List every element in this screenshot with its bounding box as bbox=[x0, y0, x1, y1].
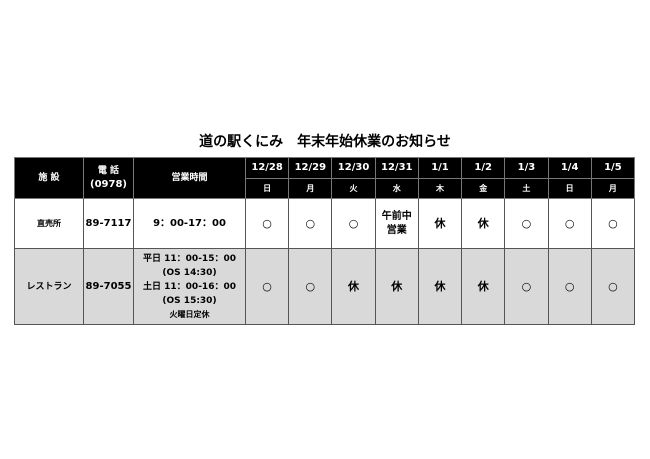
date-header: 1/1 bbox=[417, 157, 463, 179]
status-cell: 休 bbox=[417, 248, 463, 325]
phone-header: 電 話 (0978) bbox=[83, 157, 134, 199]
hours-line: 9：00-17：00 bbox=[153, 217, 226, 229]
status-cell: ○ bbox=[547, 248, 592, 325]
status-cell: ○ bbox=[244, 198, 290, 249]
phone-label: 電 話 bbox=[97, 166, 120, 176]
status-cell: 休 bbox=[417, 198, 463, 249]
hours-line: (OS 14:30) bbox=[162, 267, 217, 278]
hours-line: (OS 15:30) bbox=[162, 295, 217, 306]
weekday-header: 月 bbox=[590, 178, 636, 199]
phone-number: 89-7117 bbox=[83, 198, 134, 249]
weekday-header: 土 bbox=[504, 178, 549, 199]
date-header: 1/3 bbox=[504, 157, 549, 179]
business-hours: 9：00-17：00 bbox=[133, 198, 246, 249]
page-title: 道の駅くにみ 年末年始休業のお知らせ bbox=[199, 134, 451, 150]
weekday-header: 日 bbox=[244, 178, 290, 199]
status-cell: ○ bbox=[288, 248, 333, 325]
hours-line: 平日 11：00-15：00 bbox=[143, 253, 236, 264]
date-header: 12/30 bbox=[331, 157, 376, 179]
status-cell: ○ bbox=[288, 198, 333, 249]
weekday-header: 火 bbox=[331, 178, 376, 199]
weekday-header: 金 bbox=[461, 178, 506, 199]
holiday-schedule-table: 施 設 電 話 (0978) 営業時間 12/28 12/29 12/30 12/31 1… bbox=[14, 157, 636, 325]
status-cell: 休 bbox=[331, 248, 376, 325]
status-cell: ○ bbox=[331, 198, 376, 249]
weekday-header: 木 bbox=[417, 178, 463, 199]
status-cell: 午前中 営業 bbox=[374, 198, 419, 249]
status-cell: ○ bbox=[590, 198, 636, 249]
status-cell: 休 bbox=[461, 198, 506, 249]
date-header: 1/2 bbox=[461, 157, 506, 179]
date-header: 12/29 bbox=[288, 157, 333, 179]
phone-area-code: (0978) bbox=[90, 179, 127, 190]
hours-line: 火曜日定休 bbox=[169, 309, 210, 319]
status-cell: ○ bbox=[590, 248, 636, 325]
weekday-header: 日 bbox=[547, 178, 592, 199]
status-cell: ○ bbox=[504, 198, 549, 249]
hours-line: 土日 11：00-16：00 bbox=[143, 281, 236, 292]
status-cell: ○ bbox=[504, 248, 549, 325]
business-hours: 平日 11：00-15：00 (OS 14:30) 土日 11：00-16：00 (O… bbox=[133, 248, 246, 325]
weekday-header: 月 bbox=[288, 178, 333, 199]
facility-name: レストラン bbox=[14, 248, 84, 325]
status-cell: 休 bbox=[374, 248, 419, 325]
date-header: 1/5 bbox=[590, 157, 636, 179]
date-header: 12/31 bbox=[374, 157, 419, 179]
status-cell: ○ bbox=[547, 198, 592, 249]
table-row: 直売所 89-7117 9：00-17：00 ○ ○ ○ 午前中 営業休休 ○ ○ ○ bbox=[14, 198, 636, 249]
date-header: 12/28 bbox=[244, 157, 290, 179]
facility-name: 直売所 bbox=[14, 198, 84, 249]
date-header: 1/4 bbox=[547, 157, 592, 179]
status-cell: ○ bbox=[244, 248, 290, 325]
hours-header: 営業時間 bbox=[133, 157, 246, 199]
phone-number: 89-7055 bbox=[83, 248, 134, 325]
table-row: レストラン 89-7055 平日 11：00-15：00 (OS 14:30) 土日 1… bbox=[14, 248, 636, 325]
facility-header: 施 設 bbox=[14, 157, 84, 199]
weekday-header: 水 bbox=[374, 178, 419, 199]
status-cell: 休 bbox=[461, 248, 506, 325]
